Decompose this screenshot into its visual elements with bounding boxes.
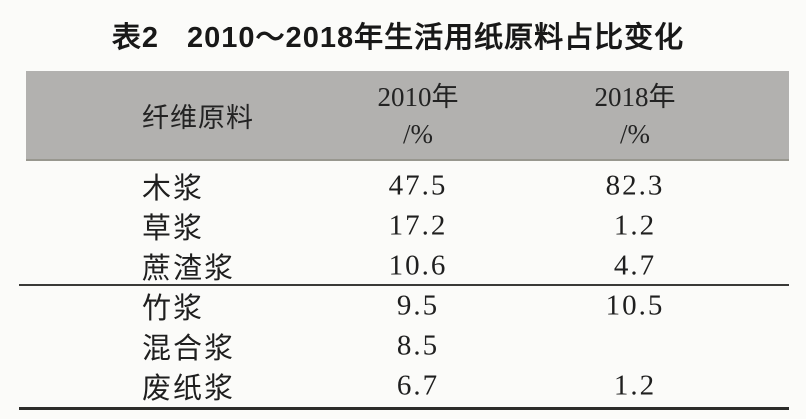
header-2018-unit: /% (620, 119, 650, 149)
material-cell: 混合浆 (142, 333, 236, 365)
table-row: 草浆 17.2 1.2 (26, 206, 789, 246)
pct-2018-cell: 10.5 (605, 289, 665, 322)
pct-2010-cell: 6.7 (396, 369, 440, 402)
table-row: 竹浆 9.5 10.5 (26, 286, 789, 326)
table-row: 混合浆 8.5 (26, 326, 789, 366)
table-row: 废纸浆 6.7 1.2 (26, 366, 789, 406)
header-material-column: 纤维原料 (142, 102, 254, 133)
table-body-group-1: 木浆 47.5 82.3 草浆 17.2 1.2 蔗渣浆 10.6 4.7 (26, 166, 789, 286)
material-cell: 竹浆 (142, 293, 205, 325)
group-divider-rule (19, 284, 789, 286)
header-2010-year: 2010年 (377, 82, 459, 112)
material-cell: 木浆 (142, 173, 205, 205)
pct-2010-cell: 9.5 (396, 289, 440, 322)
table-body-group-2: 竹浆 9.5 10.5 混合浆 8.5 废纸浆 6.7 1.2 (26, 286, 789, 406)
header-2010-column: 2010年 /% (308, 79, 528, 153)
pct-2018-cell: 1.2 (613, 369, 657, 402)
pct-2010-cell: 10.6 (388, 249, 448, 282)
pct-2018-cell: 1.2 (613, 209, 657, 242)
table-title: 表2 2010～2018年生活用纸原料占比变化 (26, 14, 770, 56)
pct-2018-cell: 4.7 (613, 249, 657, 282)
pct-2018-cell: 82.3 (605, 169, 665, 202)
header-2018-column: 2018年 /% (525, 79, 745, 153)
header-2018-year: 2018年 (594, 82, 676, 112)
header-2010-unit: /% (403, 119, 433, 149)
table-row: 木浆 47.5 82.3 (26, 166, 789, 206)
table-header-row: 纤维原料 2010年 /% 2018年 /% (26, 71, 789, 161)
pct-2010-cell: 17.2 (388, 209, 448, 242)
pct-2010-cell: 8.5 (396, 329, 440, 362)
material-cell: 草浆 (142, 213, 205, 245)
pct-2010-cell: 47.5 (388, 169, 448, 202)
table-bottom-rule (19, 407, 789, 410)
material-cell: 废纸浆 (142, 373, 236, 405)
table-title-text: 2010～2018年生活用纸原料占比变化 (187, 22, 685, 54)
material-cell: 蔗渣浆 (142, 253, 236, 285)
table-row: 蔗渣浆 10.6 4.7 (26, 246, 789, 286)
table-number-label: 表2 (111, 22, 160, 54)
